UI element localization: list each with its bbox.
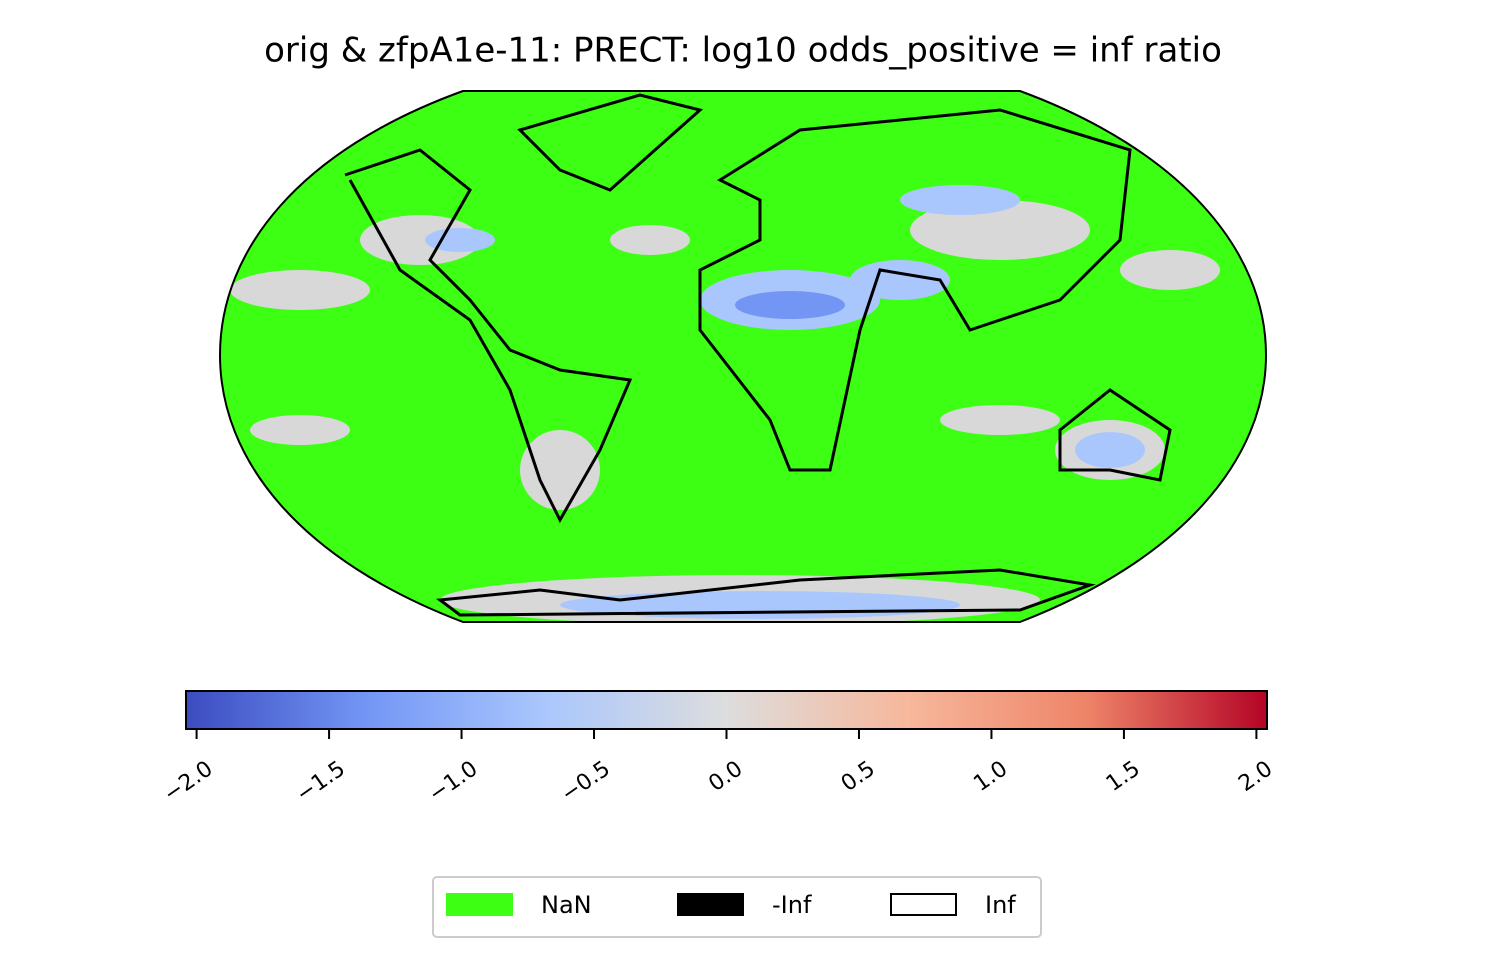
tick-label: 1.0 xyxy=(969,756,1012,797)
blue-core xyxy=(735,291,845,319)
legend-label: Inf xyxy=(985,891,1016,919)
tick-label: 1.5 xyxy=(1102,756,1145,797)
coastlines xyxy=(344,93,1172,617)
legend-swatch xyxy=(890,893,957,916)
legend-swatch xyxy=(446,893,513,916)
map-background xyxy=(220,91,1266,622)
tick-label: −1.0 xyxy=(424,756,482,807)
tick-label: −0.5 xyxy=(557,756,615,807)
blue-patches xyxy=(425,185,1145,619)
colorbar xyxy=(185,690,1268,730)
legend-label: -Inf xyxy=(772,891,812,919)
legend-label: NaN xyxy=(541,891,592,919)
tick-label: 0.5 xyxy=(837,756,880,797)
legend-swatch xyxy=(677,893,744,916)
map-border xyxy=(218,90,1268,623)
map xyxy=(220,91,1266,622)
tick-label: 0.0 xyxy=(704,756,747,797)
tick-label: −1.5 xyxy=(292,756,350,807)
tick-label: −2.0 xyxy=(159,756,217,807)
tick-label: 2.0 xyxy=(1234,756,1277,797)
chart-title: orig & zfpA1e-11: PRECT: log10 odds_posi… xyxy=(264,31,1222,71)
